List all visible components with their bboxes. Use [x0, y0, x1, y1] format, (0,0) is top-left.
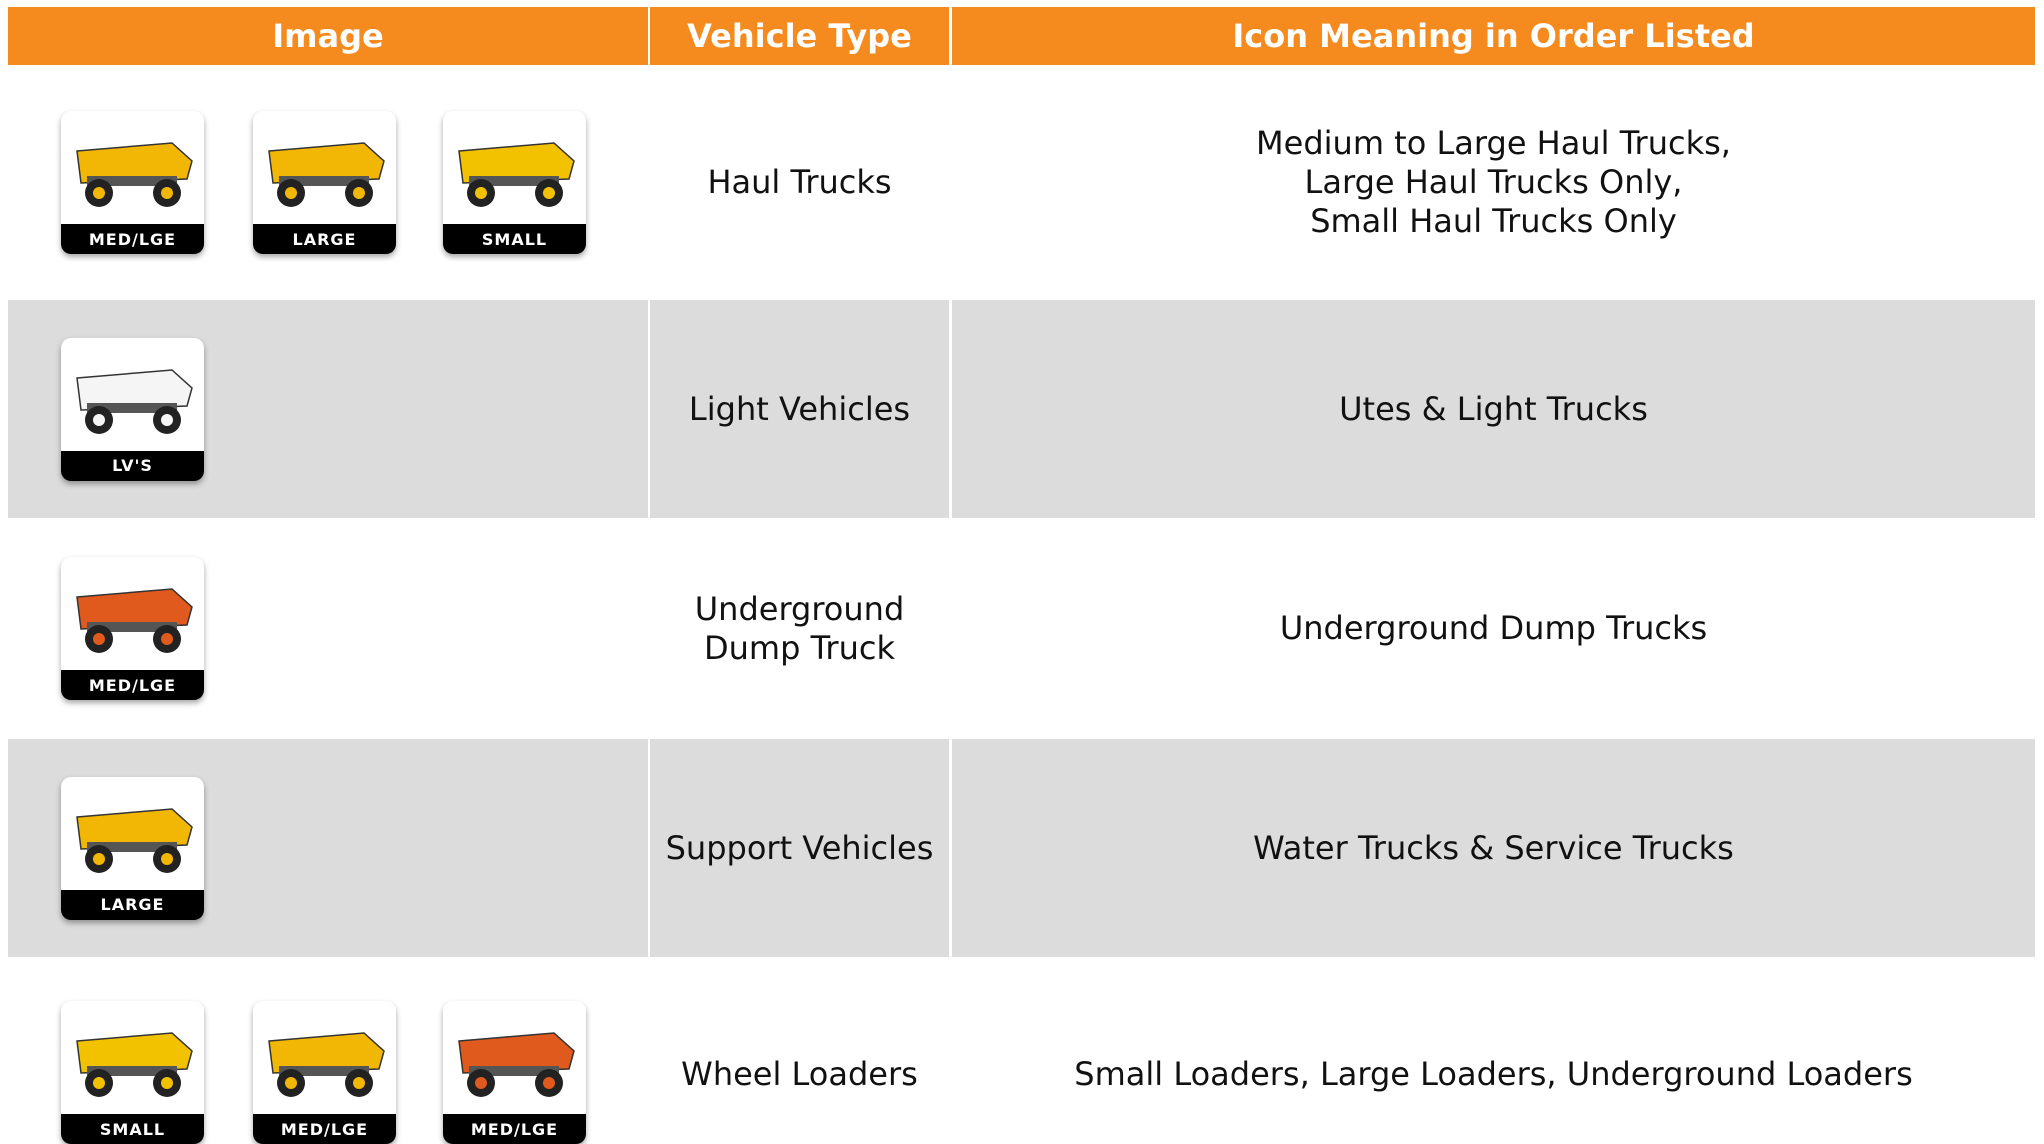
icon-meaning: Medium to Large Haul Trucks,	[1256, 124, 1731, 162]
vehicle-icon: MED/LGE	[253, 1001, 396, 1144]
icon-meaning: Water Trucks & Service Trucks	[1253, 828, 1734, 867]
header-text: Icon Meaning in Order Listed	[1232, 17, 1755, 55]
vehicle-type-cell: Light Vehicles	[650, 300, 949, 518]
vehicle-drawing	[268, 1032, 385, 1097]
vehicle-drawing	[268, 142, 385, 207]
vehicle-drawing	[76, 368, 193, 434]
icon-label: LARGE	[253, 224, 396, 254]
vehicle-icon: MED/LGE	[443, 1001, 586, 1144]
vehicle-icon: LV'S	[61, 337, 204, 481]
vehicle-type-cell: Underground Dump Truck	[650, 520, 949, 737]
icon-label: LARGE	[61, 889, 204, 920]
vehicle-type-cell: Haul Trucks	[650, 68, 949, 297]
icon-label: MED/LGE	[443, 1114, 586, 1144]
icon-label: SMALL	[61, 1114, 204, 1144]
icon-label: SMALL	[443, 224, 586, 254]
meaning-cell: Water Trucks & Service Trucks	[952, 739, 2035, 957]
header-text: Image	[272, 17, 384, 55]
vehicle-type: Wheel Loaders	[681, 1054, 918, 1093]
meaning-cell: Small Loaders, Large Loaders, Undergroun…	[952, 959, 2035, 1144]
vehicle-icon: MED/LGE	[61, 111, 204, 254]
vehicle-type: Underground	[694, 589, 905, 628]
vehicle-drawing	[458, 1032, 575, 1097]
vehicle-drawing	[76, 1032, 193, 1097]
icon-label: MED/LGE	[253, 1114, 396, 1144]
vehicle-drawing	[76, 807, 193, 873]
vehicle-drawing	[458, 142, 575, 207]
vehicle-icon: LARGE	[61, 776, 204, 920]
icon-meaning: Utes & Light Trucks	[1339, 389, 1648, 428]
meaning-cell: Utes & Light Trucks	[952, 300, 2035, 518]
vehicle-type-cell: Wheel Loaders	[650, 959, 949, 1144]
vehicle-drawing	[76, 142, 193, 207]
header-text: Vehicle Type	[687, 17, 912, 55]
meaning-cell: Underground Dump Trucks	[952, 520, 2035, 737]
icon-meaning: Underground Dump Trucks	[1279, 609, 1708, 647]
vehicle-drawing	[76, 588, 193, 653]
meaning-cell: Medium to Large Haul Trucks, Large Haul T…	[952, 68, 2035, 297]
vehicle-icon: LARGE	[253, 111, 396, 254]
column-header: Vehicle Type	[650, 7, 949, 65]
vehicle-type: Dump Truck	[704, 628, 895, 667]
column-header: Icon Meaning in Order Listed	[952, 7, 2035, 65]
vehicle-icon: SMALL	[443, 111, 586, 254]
icon-label: LV'S	[61, 450, 204, 481]
vehicle-type: Haul Trucks	[707, 163, 892, 201]
vehicle-type: Light Vehicles	[688, 389, 911, 428]
column-header: Image	[8, 7, 648, 65]
vehicle-icon: MED/LGE	[61, 557, 204, 700]
icon-label: MED/LGE	[61, 224, 204, 254]
icon-label: MED/LGE	[61, 670, 204, 700]
vehicle-type: Support Vehicles	[665, 828, 934, 867]
icon-meaning: Large Haul Trucks Only,	[1304, 163, 1683, 201]
vehicle-type-cell: Support Vehicles	[650, 739, 949, 957]
icon-meaning: Small Haul Trucks Only	[1310, 202, 1677, 240]
vehicle-icon: SMALL	[61, 1001, 204, 1144]
icon-meaning: Small Loaders, Large Loaders, Undergroun…	[1074, 1054, 1913, 1093]
